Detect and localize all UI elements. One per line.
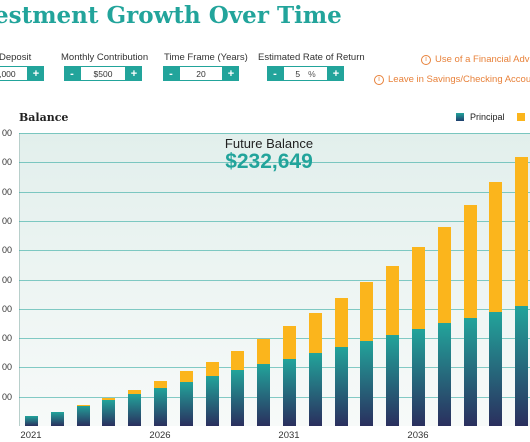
bar-principal[interactable] (180, 382, 193, 426)
gridline (19, 280, 530, 281)
timeframe-label: Time Frame (Years) (164, 52, 248, 63)
financial-advisor-link[interactable]: i Use of a Financial Advi (421, 54, 530, 65)
rate-minus-button[interactable]: - (267, 66, 283, 81)
bar-interest[interactable] (128, 389, 141, 394)
bar-interest[interactable] (335, 298, 348, 347)
x-tick-label: 2031 (278, 430, 300, 441)
rate-stepper: - 5% + (267, 66, 344, 81)
contribution-label: Monthly Contribution (61, 52, 149, 63)
contribution-plus-button[interactable]: + (126, 66, 142, 81)
gridline (19, 192, 530, 193)
y-tick-label: 00 (1, 245, 12, 255)
legend-interest-swatch (517, 113, 525, 121)
y-tick-label: 00 (1, 333, 12, 343)
savings-checking-link-label: Leave in Savings/Checking Accou (388, 74, 530, 85)
timeframe-minus-button[interactable]: - (163, 66, 179, 81)
legend-principal-label: Principal (470, 112, 505, 122)
y-tick-label: 00 (1, 157, 12, 167)
bar-interest[interactable] (309, 312, 322, 353)
legend-principal[interactable]: Principal (456, 112, 505, 122)
bar-interest[interactable] (257, 339, 270, 365)
timeframe-plus-button[interactable]: + (223, 66, 239, 81)
bar-principal[interactable] (464, 317, 477, 426)
y-tick-label: 00 (1, 304, 12, 314)
future-balance-value: $232,649 (225, 150, 313, 173)
bar-principal[interactable] (206, 376, 219, 426)
bar-interest[interactable] (102, 397, 115, 400)
bar-principal[interactable] (515, 305, 528, 426)
bar-interest[interactable] (206, 361, 219, 377)
page-title: estment Growth Over Time (0, 2, 342, 29)
y-tick-label: 00 (1, 362, 12, 372)
bar-principal[interactable] (231, 370, 244, 426)
y-tick-label: 00 (1, 187, 12, 197)
gridline (19, 367, 530, 368)
rate-plus-button[interactable]: + (328, 66, 344, 81)
bar-principal[interactable] (438, 323, 451, 426)
future-balance-label: Future Balance (224, 136, 314, 151)
bar-principal[interactable] (335, 346, 348, 426)
bar-principal[interactable] (51, 412, 64, 426)
financial-advisor-link-label: Use of a Financial Advi (435, 54, 530, 65)
timeframe-stepper: - 20 + (163, 66, 239, 81)
rate-label: Estimated Rate of Return (258, 52, 365, 63)
bar-principal[interactable] (154, 387, 167, 426)
bar-principal[interactable] (489, 311, 502, 426)
gridline (19, 309, 530, 310)
savings-checking-link[interactable]: i Leave in Savings/Checking Accou (374, 74, 530, 85)
bar-interest[interactable] (360, 282, 373, 342)
info-icon: i (374, 75, 384, 85)
legend-interest[interactable]: I (517, 112, 530, 122)
bar-principal[interactable] (102, 399, 115, 426)
y-tick-label: 00 (1, 216, 12, 226)
x-tick-label: 2036 (407, 430, 429, 441)
bar-interest[interactable] (464, 205, 477, 318)
contribution-minus-button[interactable]: - (64, 66, 80, 81)
y-tick-label: 00 (1, 275, 12, 285)
deposit-value[interactable]: 0,000 (0, 66, 28, 81)
y-tick-label: 00 (1, 392, 12, 402)
gridline (19, 338, 530, 339)
rate-value-field[interactable]: 5% (283, 66, 328, 81)
deposit-plus-button[interactable]: + (28, 66, 44, 81)
bar-principal[interactable] (25, 416, 38, 426)
deposit-label: Deposit (0, 52, 32, 63)
bar-interest[interactable] (489, 181, 502, 312)
bar-interest[interactable] (180, 371, 193, 383)
y-tick-label: 00 (1, 128, 12, 138)
legend-principal-swatch (456, 113, 464, 121)
x-tick-label: 2026 (149, 430, 171, 441)
info-icon: i (421, 55, 431, 65)
bar-principal[interactable] (77, 405, 90, 426)
bar-principal[interactable] (257, 364, 270, 426)
bar-principal[interactable] (386, 335, 399, 426)
chart-heading: Balance (19, 111, 69, 124)
bar-interest[interactable] (412, 247, 425, 330)
rate-value: 5 (295, 68, 301, 79)
bar-principal[interactable] (412, 329, 425, 426)
bar-principal[interactable] (283, 358, 296, 426)
bar-principal[interactable] (309, 352, 322, 426)
contribution-value[interactable]: $500 (80, 66, 126, 81)
bar-interest[interactable] (386, 265, 399, 336)
gridline (19, 221, 530, 222)
bar-interest[interactable] (77, 404, 90, 406)
gridline (19, 162, 530, 163)
deposit-stepper: 0,000 + (0, 66, 44, 81)
bar-interest[interactable] (231, 350, 244, 371)
gridline (19, 250, 530, 251)
bar-principal[interactable] (128, 393, 141, 426)
gridline (19, 397, 530, 398)
bar-principal[interactable] (360, 341, 373, 426)
x-tick-label: 2021 (20, 430, 42, 441)
bar-interest[interactable] (154, 381, 167, 388)
timeframe-value[interactable]: 20 (179, 66, 223, 81)
percent-unit: % (308, 68, 316, 79)
bar-interest[interactable] (283, 326, 296, 359)
contribution-stepper: - $500 + (64, 66, 142, 81)
gridline (19, 133, 530, 134)
bar-interest[interactable] (515, 157, 528, 306)
bar-interest[interactable] (438, 226, 451, 324)
